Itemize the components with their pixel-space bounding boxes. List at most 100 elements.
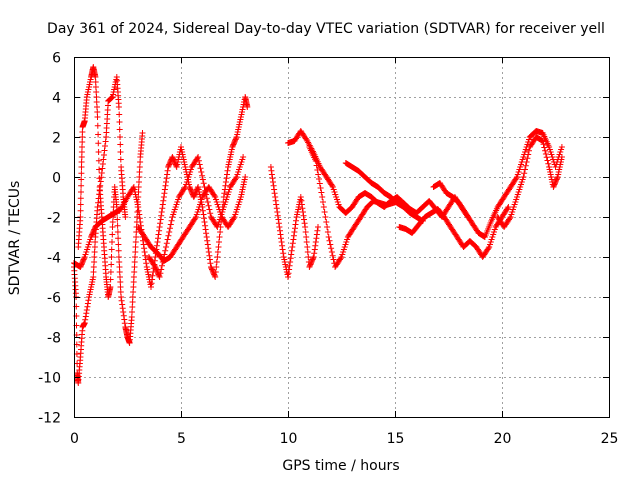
data-point — [102, 143, 108, 149]
data-point — [163, 240, 170, 247]
data-point — [523, 159, 530, 165]
data-point — [326, 237, 333, 244]
data-point — [206, 206, 213, 213]
data-point — [313, 162, 320, 169]
data-point — [204, 199, 211, 205]
data-point — [324, 229, 331, 235]
data-point — [211, 192, 218, 199]
data-point — [157, 220, 164, 227]
data-point — [522, 162, 529, 169]
data-point — [94, 204, 101, 210]
data-point — [293, 217, 299, 224]
data-point — [164, 236, 171, 243]
data-point — [114, 222, 121, 229]
data-point — [316, 180, 323, 187]
data-point — [82, 316, 89, 323]
data-point — [94, 114, 101, 120]
data-point — [117, 156, 124, 163]
data-point — [109, 239, 115, 245]
data-point — [107, 276, 114, 283]
data-point — [98, 170, 105, 176]
data-point — [78, 176, 85, 183]
data-point — [168, 217, 175, 224]
data-point — [328, 249, 335, 255]
data-point — [311, 250, 318, 257]
data-point — [95, 140, 102, 147]
data-point — [214, 249, 221, 255]
y-tick-label: 2 — [52, 131, 61, 147]
data-point — [299, 205, 306, 212]
x-tick-label: 0 — [70, 431, 79, 447]
data-point — [96, 175, 103, 182]
data-point — [224, 167, 231, 174]
data-point — [95, 157, 102, 164]
data-point — [542, 147, 549, 154]
data-point — [316, 176, 322, 182]
data-point — [157, 270, 164, 277]
data-point — [212, 274, 219, 280]
data-point — [89, 230, 96, 237]
data-point — [513, 175, 520, 182]
data-point — [327, 241, 334, 248]
data-point — [321, 209, 328, 215]
data-point — [278, 235, 284, 242]
data-point — [301, 216, 307, 223]
data-point — [330, 256, 337, 263]
data-point — [271, 190, 278, 197]
data-point — [240, 154, 247, 160]
data-point — [329, 182, 336, 189]
data-point — [320, 204, 327, 210]
data-point — [216, 234, 223, 240]
data-point — [205, 249, 212, 255]
data-point — [221, 190, 228, 197]
data-point — [96, 166, 103, 173]
x-tick-label: 5 — [177, 431, 186, 447]
data-point — [274, 212, 281, 219]
data-point — [276, 224, 283, 230]
data-point — [337, 255, 344, 262]
data-point — [164, 167, 171, 174]
data-point — [207, 210, 214, 217]
y-tick-label: -2 — [47, 211, 61, 227]
data-point — [77, 201, 84, 208]
data-point — [302, 224, 309, 230]
data-point — [160, 197, 167, 204]
data-point — [291, 229, 298, 235]
x-tick-label: 25 — [601, 431, 619, 447]
data-point — [115, 104, 122, 110]
data-point — [199, 172, 206, 179]
data-point — [287, 259, 294, 265]
data-point — [100, 156, 107, 163]
data-point — [303, 239, 310, 245]
data-point — [268, 171, 275, 178]
data-point — [121, 320, 128, 327]
data-point — [115, 235, 122, 242]
data-point — [204, 237, 211, 244]
data-point — [520, 174, 527, 180]
data-point — [315, 224, 321, 230]
data-point — [288, 247, 295, 254]
x-tick-label: 20 — [494, 431, 512, 447]
data-point — [202, 187, 209, 194]
data-point — [328, 245, 335, 252]
data-point — [200, 180, 207, 187]
y-axis-title: SDTVAR / TECUs — [7, 181, 23, 296]
y-tick-label: -6 — [47, 291, 61, 307]
data-point — [558, 154, 565, 160]
data-point — [114, 229, 121, 235]
data-point — [558, 144, 565, 150]
data-point — [201, 219, 208, 225]
data-points — [71, 64, 565, 386]
data-point — [524, 155, 531, 162]
data-point — [273, 201, 280, 208]
data-point — [310, 255, 317, 262]
data-point — [162, 247, 169, 254]
data-point — [161, 251, 168, 258]
data-point — [167, 225, 173, 232]
data-point — [525, 151, 532, 158]
data-point — [153, 242, 160, 249]
data-point — [160, 255, 167, 262]
data-point — [312, 158, 319, 164]
data-point — [199, 176, 206, 183]
